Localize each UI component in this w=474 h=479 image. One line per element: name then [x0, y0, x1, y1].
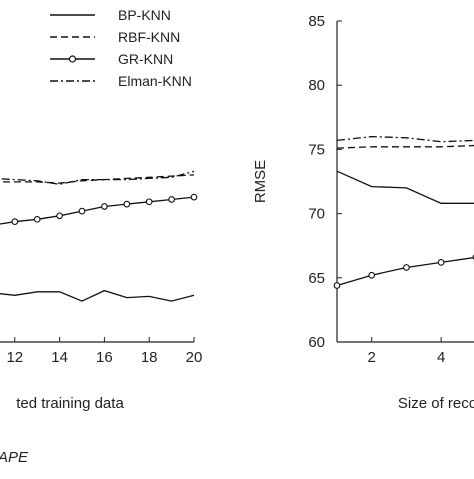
left-x-tick-label-12: 12 [6, 349, 23, 366]
legend-label-elman-knn: Elman-KNN [118, 73, 192, 89]
legend-marker-gr-knn [68, 55, 77, 63]
right-y-tick-label-65: 65 [308, 270, 325, 287]
left-point-gr-knn-6 [101, 203, 108, 210]
right-series-gr-knn [336, 256, 474, 287]
left-point-gr-knn-7 [123, 200, 131, 208]
left-point-gr-knn-2 [11, 218, 19, 226]
left-series-rbf-knn [0, 174, 195, 184]
left-x-tick-label-20: 20 [186, 349, 203, 366]
left-x-tick-label-14: 14 [51, 349, 68, 366]
legend-label-gr-knn: GR-KNN [118, 51, 173, 67]
right-series-elman-knn [336, 135, 474, 143]
left-point-gr-knn-4 [56, 212, 63, 220]
right-y-axis-label: RMSE [252, 160, 269, 203]
left-point-gr-knn-9 [168, 196, 175, 203]
right-series-rbf-knn [336, 144, 474, 149]
right-y-tick-label-70: 70 [308, 206, 325, 223]
legend-label-rbf-knn: RBF-KNN [118, 29, 180, 45]
right-point-gr-knn-3 [437, 259, 445, 266]
right-point-gr-knn-2 [403, 264, 410, 271]
right-y-tick-label-80: 80 [308, 77, 325, 94]
left-point-gr-knn-8 [145, 198, 153, 206]
right-y-tick-label-85: 85 [308, 13, 325, 30]
right-x-axis-label: Size of recor [398, 395, 474, 412]
left-point-gr-knn-10 [190, 193, 198, 201]
right-point-gr-knn-1 [368, 271, 376, 279]
legend: BP-KNN RBF-KNN GR-KNN Elman-KNN [50, 7, 192, 89]
left-x-axis-label: ted training data [16, 395, 124, 412]
legend-label-bp-knn: BP-KNN [118, 7, 171, 23]
right-y-tick-label-75: 75 [308, 141, 325, 158]
right-series-bp-knn [336, 170, 474, 204]
left-x-tick-label-16: 16 [96, 349, 113, 366]
caption: APE [0, 449, 29, 466]
left-panel: 12 14 16 18 20 ted training data [0, 170, 203, 412]
right-y-tick-label-60: 60 [308, 334, 325, 351]
right-point-gr-knn-0 [333, 282, 341, 289]
left-point-gr-knn-5 [78, 207, 86, 215]
right-x-tick-label-4: 4 [437, 349, 445, 366]
left-point-gr-knn-3 [33, 215, 41, 223]
left-x-tick-label-18: 18 [141, 349, 158, 366]
left-series-bp-knn [0, 289, 195, 302]
left-series-gr-knn [0, 196, 195, 225]
right-x-tick-label-2: 2 [368, 349, 376, 366]
left-series-elman-knn [0, 170, 195, 185]
